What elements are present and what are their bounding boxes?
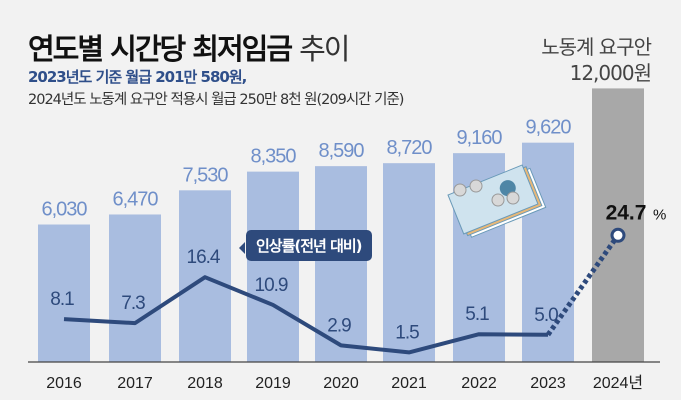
x-tick-label: 2017 (117, 375, 153, 392)
rate-label: 10.9 (255, 275, 288, 296)
rate-label: 24.7 (606, 201, 647, 224)
bar-value-label: 9,620 (525, 117, 571, 139)
x-tick-label: 2021 (391, 375, 427, 392)
bar-value-label: 6,030 (41, 199, 87, 221)
x-tick-label: 2024년 (593, 374, 643, 392)
bar-2017 (109, 214, 161, 362)
bar-2021 (383, 163, 435, 362)
line-legend-bubble: 인상률(전년 대비) (239, 230, 372, 261)
coin-icon (453, 183, 467, 197)
x-tick-label: 2019 (255, 375, 291, 392)
rate-label: 1.5 (395, 322, 419, 343)
x-tick-label: 2022 (461, 375, 497, 392)
rate-label: 16.4 (187, 247, 221, 268)
coin-icon (491, 193, 505, 207)
bar-2020 (315, 166, 367, 362)
rate-label: 5.1 (465, 304, 489, 325)
subtitle-2023: 2023년도 기준 월급 201만 580원, (28, 68, 247, 86)
subtitle-2024: 2024년도 노동계 요구안 적용시 월급 250만 8천 원(209시간 기준… (28, 92, 404, 108)
coin-icon (506, 191, 520, 205)
bar-2019 (247, 171, 299, 362)
bar-2016 (38, 224, 90, 362)
labor-request-label: 노동계 요구안 12,000원 (541, 35, 652, 85)
bar-value-label: 9,160 (456, 127, 502, 149)
bar-value-label: 8,590 (318, 140, 364, 162)
x-tick-label: 2020 (323, 375, 359, 392)
x-tick-label: 2018 (187, 375, 223, 392)
bar-value-label: 7,530 (182, 164, 228, 186)
coin-icon (469, 179, 483, 193)
rate-label: 2.9 (327, 315, 351, 336)
rate-line (63, 275, 549, 355)
percent-sign: % (653, 206, 666, 223)
bar-2024년 (592, 88, 644, 363)
rate-line-projection (545, 233, 621, 337)
x-tick-label: 2016 (46, 375, 82, 392)
rate-point-2024 (610, 227, 626, 243)
rate-label: 5.0 (534, 305, 558, 326)
bar-value-label: 8,720 (386, 137, 432, 159)
chart-title: 연도별 시간당 최저임금 추이 (28, 32, 350, 66)
bar-value-label: 6,470 (112, 188, 158, 210)
rate-label: 7.3 (121, 293, 145, 314)
x-tick-label: 2023 (530, 375, 566, 392)
rate-label: 8.1 (50, 289, 74, 310)
bar-value-label: 8,350 (250, 146, 296, 168)
